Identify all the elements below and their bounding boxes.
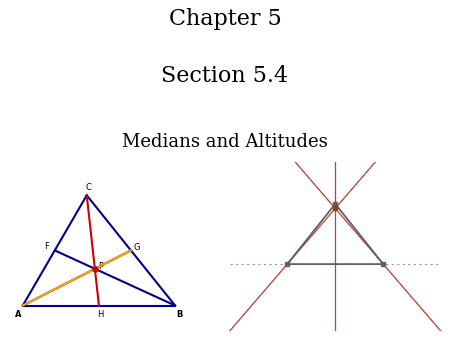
Text: B: B [176, 310, 183, 318]
Text: F: F [44, 242, 49, 250]
Text: G: G [134, 243, 140, 252]
Text: P: P [98, 262, 103, 271]
Text: Medians and Altitudes: Medians and Altitudes [122, 133, 328, 151]
Text: Chapter 5: Chapter 5 [169, 8, 281, 30]
Text: Section 5.4: Section 5.4 [162, 65, 288, 87]
Text: A: A [15, 310, 22, 318]
Text: C: C [85, 183, 91, 192]
Text: H: H [97, 310, 104, 318]
